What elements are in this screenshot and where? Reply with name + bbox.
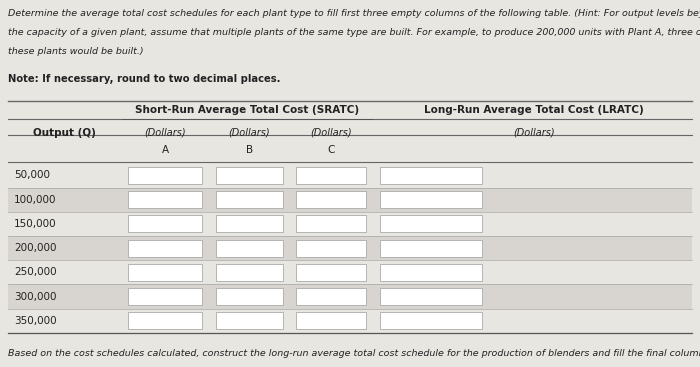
Bar: [380, 264, 482, 281]
Bar: [380, 215, 482, 232]
Bar: [216, 191, 283, 208]
Bar: [296, 215, 366, 232]
Text: 250,000: 250,000: [14, 267, 57, 277]
Bar: [128, 264, 202, 281]
Text: these plants would be built.): these plants would be built.): [8, 47, 144, 57]
Text: (Dollars): (Dollars): [310, 128, 352, 138]
Bar: [296, 264, 366, 281]
Bar: [8, 163, 692, 188]
Text: (Dollars): (Dollars): [513, 128, 554, 138]
Bar: [380, 167, 482, 184]
Bar: [380, 312, 482, 329]
Text: Determine the average total cost schedules for each plant type to fill first thr: Determine the average total cost schedul…: [8, 9, 700, 18]
Text: A: A: [162, 145, 169, 155]
Bar: [128, 191, 202, 208]
Text: Note: If necessary, round to two decimal places.: Note: If necessary, round to two decimal…: [8, 74, 281, 84]
Bar: [8, 260, 692, 284]
Bar: [8, 284, 692, 309]
Bar: [296, 191, 366, 208]
Text: the capacity of a given plant, assume that multiple plants of the same type are : the capacity of a given plant, assume th…: [8, 28, 700, 37]
Bar: [380, 240, 482, 257]
Text: 350,000: 350,000: [14, 316, 57, 326]
Text: (Dollars): (Dollars): [228, 128, 270, 138]
Bar: [216, 264, 283, 281]
Bar: [128, 167, 202, 184]
Bar: [296, 240, 366, 257]
Bar: [380, 191, 482, 208]
Text: (Dollars): (Dollars): [144, 128, 186, 138]
Bar: [296, 288, 366, 305]
Bar: [296, 167, 366, 184]
Text: Output (Q): Output (Q): [33, 128, 96, 138]
Bar: [128, 215, 202, 232]
Text: Based on the cost schedules calculated, construct the long-run average total cos: Based on the cost schedules calculated, …: [8, 349, 700, 359]
Text: 200,000: 200,000: [14, 243, 57, 253]
Text: 100,000: 100,000: [14, 195, 57, 205]
Text: B: B: [246, 145, 253, 155]
Bar: [8, 212, 692, 236]
Bar: [380, 288, 482, 305]
Bar: [128, 312, 202, 329]
Text: C: C: [328, 145, 335, 155]
Text: Short-Run Average Total Cost (SRATC): Short-Run Average Total Cost (SRATC): [135, 105, 359, 115]
Text: 300,000: 300,000: [14, 291, 57, 302]
Bar: [296, 312, 366, 329]
Bar: [8, 188, 692, 212]
Text: Long-Run Average Total Cost (LRATC): Long-Run Average Total Cost (LRATC): [424, 105, 643, 115]
Text: 50,000: 50,000: [14, 170, 50, 181]
Bar: [216, 215, 283, 232]
Bar: [128, 240, 202, 257]
Bar: [128, 288, 202, 305]
Text: 150,000: 150,000: [14, 219, 57, 229]
Bar: [216, 312, 283, 329]
Bar: [216, 288, 283, 305]
Bar: [216, 167, 283, 184]
Bar: [8, 236, 692, 260]
Bar: [8, 309, 692, 333]
Bar: [216, 240, 283, 257]
